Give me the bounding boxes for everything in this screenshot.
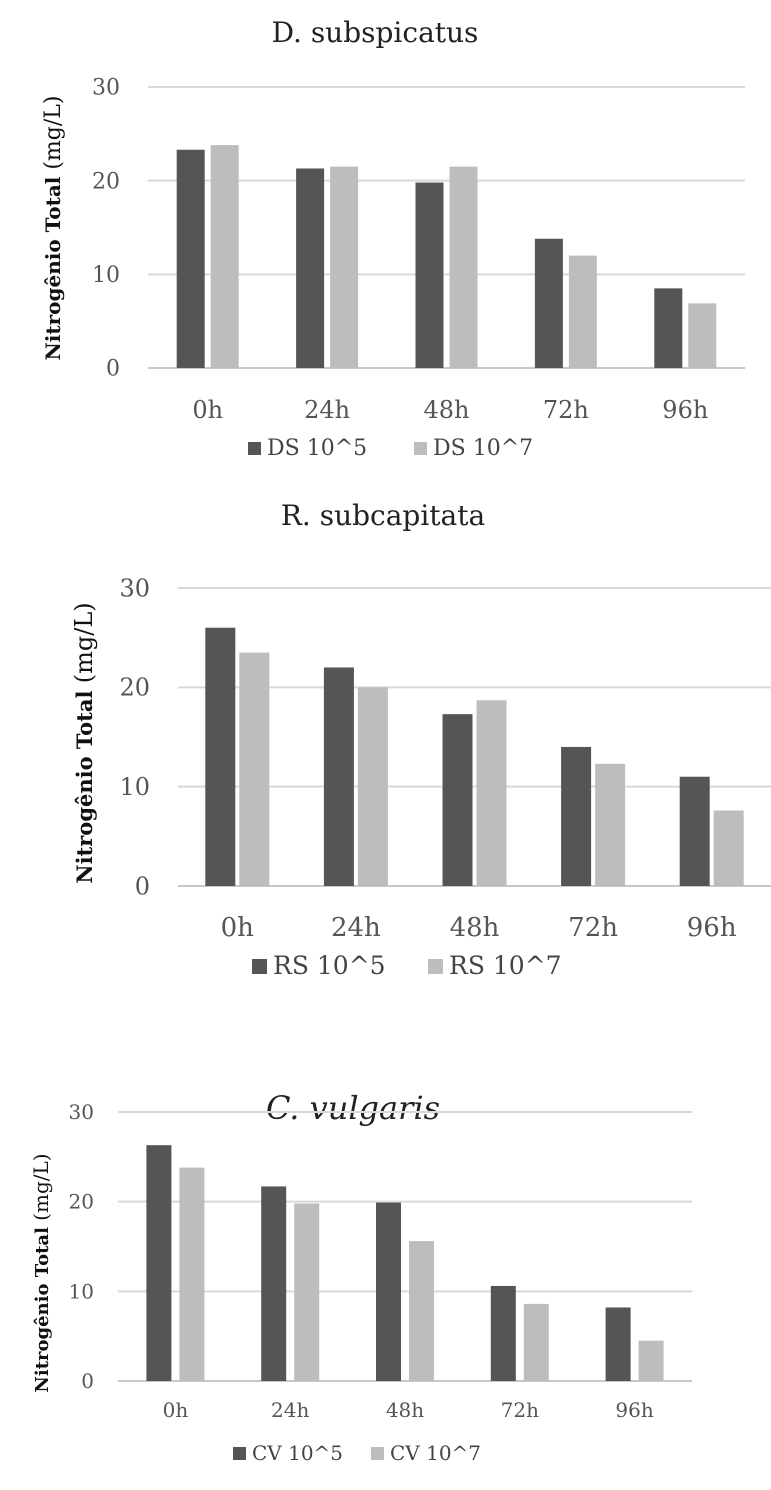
legend-label: RS 10^7 <box>449 951 562 980</box>
y-axis-label: Nitrogênio Total (mg/L) <box>41 96 66 361</box>
x-tick-label: 48h <box>424 396 470 424</box>
y-axis-unit: (mg/L) <box>70 602 98 683</box>
legend-label: CV 10^5 <box>252 1441 343 1465</box>
bar-series-1 <box>176 149 205 368</box>
bar-series-1 <box>296 168 325 368</box>
bar-series-1 <box>261 1186 287 1381</box>
y-tick-label: 30 <box>69 1100 94 1124</box>
chart-title: C. vulgaris <box>266 1089 440 1127</box>
x-tick-label: 24h <box>304 396 350 424</box>
x-tick-label: 0h <box>163 1398 189 1422</box>
y-tick-label: 20 <box>119 674 150 702</box>
x-tick-label: 48h <box>386 1398 424 1422</box>
bar-series-1 <box>205 627 236 886</box>
x-tick-label: 0h <box>221 913 255 943</box>
y-axis-unit: (mg/L) <box>29 1153 53 1220</box>
y-tick-label: 0 <box>106 357 120 382</box>
legend-label: RS 10^5 <box>273 951 386 980</box>
bar-series-2 <box>476 700 507 886</box>
bar-series-2 <box>523 1303 549 1381</box>
y-tick-label: 0 <box>135 872 150 900</box>
chart-title: D. subspicatus <box>272 16 479 49</box>
y-tick-label: 20 <box>92 169 120 194</box>
bar-series-1 <box>679 776 710 886</box>
y-axis-label: Nitrogênio Total (mg/L) <box>29 1153 53 1392</box>
x-tick-label: 72h <box>501 1398 539 1422</box>
x-tick-label: 72h <box>543 396 589 424</box>
legend-label: CV 10^7 <box>390 1441 481 1465</box>
y-axis-title: Nitrogênio Total <box>41 170 65 361</box>
bar-series-2 <box>409 1241 434 1381</box>
bar-series-1 <box>490 1285 516 1381</box>
x-tick-label: 24h <box>331 913 381 943</box>
chart-c-vulgaris: C. vulgaris 0 10 20 30 Nitrogênio Total (mg/L… <box>29 1089 692 1465</box>
chart-title: R. subcapitata <box>281 499 485 532</box>
x-tick-label: 96h <box>687 913 737 943</box>
legend-swatch <box>371 1447 384 1460</box>
bar-series-2 <box>568 255 597 368</box>
bar-series-1 <box>146 1145 172 1381</box>
x-tick-label: 0h <box>192 396 223 424</box>
x-tick-label: 48h <box>450 913 500 943</box>
y-tick-label: 10 <box>92 263 120 288</box>
y-axis-unit: (mg/L) <box>41 96 66 170</box>
y-tick-label: 10 <box>69 1279 94 1303</box>
bar-series-1 <box>605 1307 631 1381</box>
legend-swatch <box>428 959 443 974</box>
bar-series-2 <box>294 1203 320 1381</box>
x-tick-label: 72h <box>568 913 618 943</box>
x-tick-label: 24h <box>271 1398 309 1422</box>
legend-swatch <box>233 1447 246 1460</box>
chart-d-subspicatus: D. subspicatus 0 10 20 30 Nitrogênio Total (m… <box>41 16 745 461</box>
bar-series-2 <box>239 652 270 886</box>
bar-series-1 <box>561 746 592 886</box>
legend-swatch <box>252 959 267 974</box>
legend-label: DS 10^5 <box>267 436 367 461</box>
bar-series-2 <box>449 166 478 368</box>
x-tick-label: 96h <box>615 1398 653 1422</box>
bar-series-1 <box>415 182 444 368</box>
y-axis-title: Nitrogênio Total <box>72 683 97 883</box>
bar-series-1 <box>376 1202 401 1381</box>
legend-swatch <box>248 442 261 455</box>
x-tick-label: 96h <box>662 396 708 424</box>
legend-label: DS 10^7 <box>433 436 533 461</box>
y-axis-title: Nitrogênio Total <box>32 1221 53 1393</box>
chart-r-subcapitata: R. subcapitata 0 10 20 30 Nitrogênio Total (m… <box>70 499 771 980</box>
y-axis-label: Nitrogênio Total (mg/L) <box>70 602 98 883</box>
y-tick-label: 20 <box>69 1190 94 1214</box>
y-tick-label: 10 <box>119 773 150 801</box>
bar-series-2 <box>638 1340 664 1381</box>
y-tick-label: 30 <box>92 76 120 101</box>
bar-series-2 <box>595 763 626 886</box>
bar-series-1 <box>323 667 354 886</box>
bar-series-2 <box>357 687 388 886</box>
bar-series-2 <box>713 810 744 886</box>
bar-series-1 <box>442 714 473 886</box>
legend-swatch <box>414 442 427 455</box>
y-tick-label: 0 <box>81 1369 94 1393</box>
y-tick-label: 30 <box>119 574 150 602</box>
bar-series-2 <box>210 145 239 368</box>
bar-series-2 <box>688 303 717 368</box>
bar-series-1 <box>534 238 563 368</box>
bar-series-1 <box>654 288 683 368</box>
bar-series-2 <box>330 166 359 368</box>
bar-series-2 <box>179 1167 205 1381</box>
